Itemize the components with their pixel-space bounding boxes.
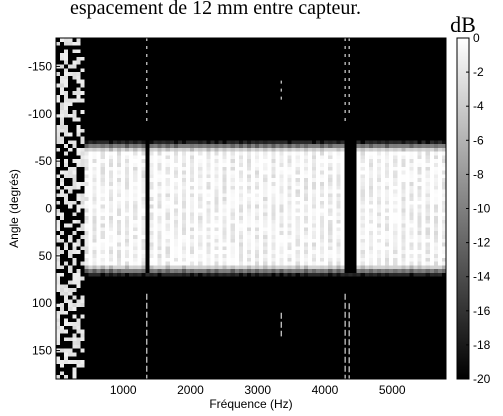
colorbar-tick-label: -14	[473, 270, 491, 284]
colorbar-tick-label: -8	[473, 167, 484, 181]
x-tick-label: 4000	[312, 383, 339, 397]
heatmap-image	[56, 38, 446, 379]
colorbar-tick-label: -10	[473, 202, 491, 216]
colorbar-tick-label: 0	[473, 31, 480, 45]
colorbar-tick-label: -2	[473, 65, 484, 79]
x-tick-label: 3000	[244, 383, 271, 397]
heatmap-plot	[56, 38, 446, 379]
colorbar-tick-label: -4	[473, 99, 484, 113]
y-tick-label: -100	[28, 107, 52, 121]
colorbar-tick-label: -18	[473, 338, 491, 352]
y-tick-label: 50	[39, 249, 53, 263]
y-axis-label: Angle (degrés)	[7, 169, 21, 248]
colorbar-tick-label: -6	[473, 133, 484, 147]
colorbar: 0 -2 -4 -6 -8 -10 -12 -14 -16 -18 -20 dB	[450, 12, 491, 386]
y-tick-label: 100	[32, 296, 52, 310]
caption-text: espacement de 12 mm entre capteur.	[70, 0, 361, 19]
axes: 1000 2000 3000 4000 5000 -150 -100 -50 0 50 100 150…	[7, 37, 447, 411]
y-tick-label: 150	[32, 344, 52, 358]
x-axis-label: Fréquence (Hz)	[209, 397, 292, 411]
colorbar-unit-label: dB	[450, 12, 476, 37]
y-tick-label: -50	[35, 154, 53, 168]
x-tick-label: 1000	[110, 383, 137, 397]
y-tick-label: 0	[45, 202, 52, 216]
x-tick-label: 2000	[177, 383, 204, 397]
y-tick-label: -150	[28, 59, 52, 73]
colorbar-tick-label: -12	[473, 236, 491, 250]
colorbar-tick-label: -20	[473, 372, 491, 386]
colorbar-tick-label: -16	[473, 304, 491, 318]
x-tick-label: 5000	[379, 383, 406, 397]
